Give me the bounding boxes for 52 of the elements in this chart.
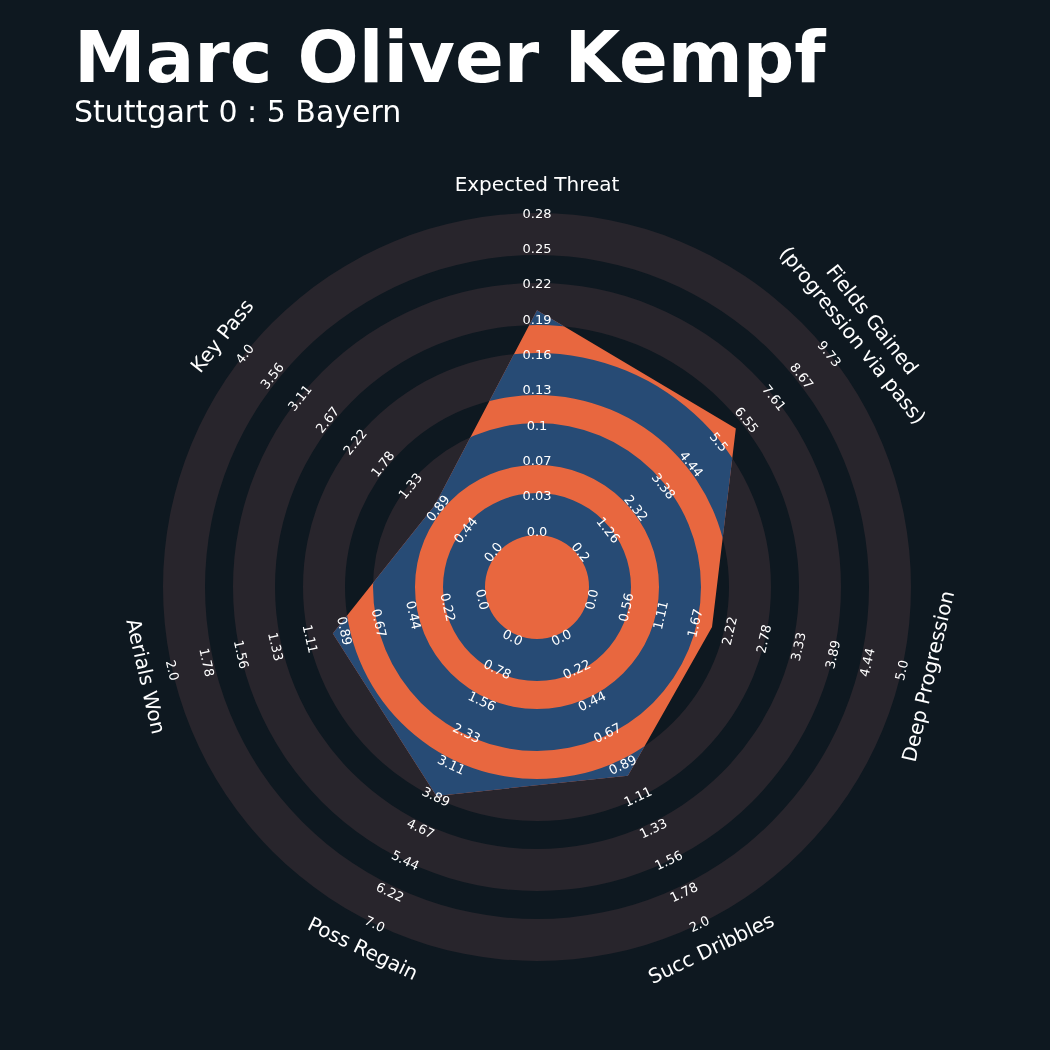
text: 0.07 bbox=[522, 452, 552, 468]
text: 0.22 bbox=[437, 591, 459, 624]
text: 0.89 bbox=[606, 751, 639, 778]
text: 1.78 bbox=[667, 879, 701, 906]
text: 0.03 bbox=[522, 488, 552, 504]
text: 0.89 bbox=[334, 615, 356, 647]
text: 2.0 bbox=[162, 658, 182, 682]
text: 5.0 bbox=[892, 658, 912, 682]
text: 1.33 bbox=[636, 815, 670, 842]
text: 3.89 bbox=[822, 638, 844, 671]
text: 1.56 bbox=[465, 688, 499, 715]
text: 0.0 bbox=[581, 587, 602, 612]
text: 0.22 bbox=[522, 276, 552, 292]
text: 3.89 bbox=[419, 783, 453, 810]
text: 4.44 bbox=[856, 646, 878, 679]
text: 7.0 bbox=[362, 912, 388, 936]
text: 1.56 bbox=[230, 638, 252, 671]
text: 0.25 bbox=[522, 240, 552, 256]
text: 0.67 bbox=[590, 719, 624, 746]
text: 1.11 bbox=[621, 783, 655, 810]
text: 1.67 bbox=[684, 607, 706, 639]
text: 0.28 bbox=[522, 205, 552, 221]
text: 5.5 bbox=[706, 429, 732, 455]
text: 2.22 bbox=[718, 615, 740, 647]
text: 1.78 bbox=[196, 646, 218, 679]
text: 1.56 bbox=[652, 847, 685, 874]
text: 3.11 bbox=[435, 751, 468, 778]
text: 0.0 bbox=[500, 626, 526, 649]
text: 1.11 bbox=[299, 622, 321, 655]
text: 0.44 bbox=[575, 688, 609, 715]
text: 0.56 bbox=[615, 591, 637, 624]
text: 6.22 bbox=[373, 879, 407, 906]
text: 0.13 bbox=[522, 382, 552, 398]
text: 0.0 bbox=[526, 523, 548, 539]
text: 4.67 bbox=[404, 815, 438, 842]
text: 0.0 bbox=[480, 539, 506, 565]
spoke-label: Expected Threat bbox=[454, 172, 620, 196]
text: 0.67 bbox=[368, 607, 390, 639]
text: 0.19 bbox=[522, 311, 552, 327]
text: 1.11 bbox=[649, 599, 672, 631]
text: 1.33 bbox=[265, 630, 287, 663]
text: 5.44 bbox=[389, 847, 422, 874]
text: 4.0 bbox=[232, 341, 257, 367]
text: 2.78 bbox=[753, 622, 775, 655]
text: 0.0 bbox=[548, 626, 574, 649]
text: 0.2 bbox=[568, 539, 594, 565]
text: 0.22 bbox=[560, 656, 593, 683]
text: 0.0 bbox=[472, 587, 493, 612]
text: 0.78 bbox=[481, 656, 514, 683]
text: 2.33 bbox=[450, 719, 484, 746]
text: 0.44 bbox=[402, 599, 425, 631]
text: 3.33 bbox=[787, 630, 809, 663]
